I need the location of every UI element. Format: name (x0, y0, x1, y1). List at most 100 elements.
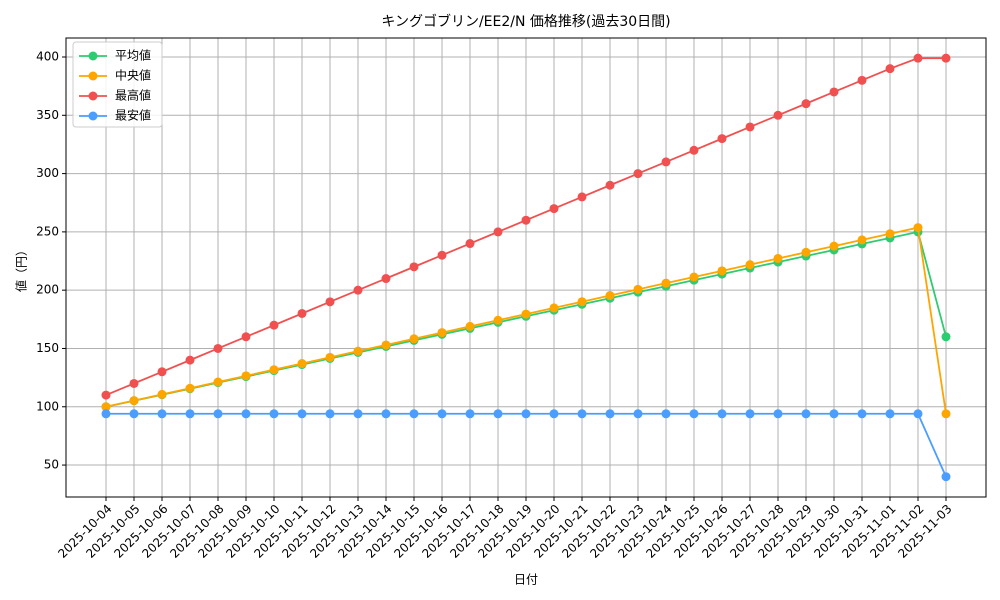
data-point (801, 409, 811, 419)
data-point (325, 352, 335, 362)
data-point (885, 229, 895, 239)
data-point (269, 320, 279, 330)
data-point (325, 297, 335, 307)
data-point (129, 378, 139, 388)
data-point (521, 409, 531, 419)
data-point (521, 215, 531, 225)
plot-frame (65, 37, 987, 498)
y-tick-label: 200 (36, 283, 59, 297)
data-point (913, 53, 923, 63)
data-point (101, 390, 111, 400)
data-point (829, 87, 839, 97)
data-point (213, 409, 223, 419)
data-point (857, 235, 867, 245)
legend-label: 平均値 (115, 48, 151, 63)
data-point (297, 308, 307, 318)
data-point (157, 389, 167, 399)
data-point (381, 340, 391, 350)
data-point (409, 262, 419, 272)
data-point (129, 409, 139, 419)
data-point (185, 355, 195, 365)
y-tick-label: 100 (36, 399, 59, 413)
data-point (773, 253, 783, 263)
data-point (353, 285, 363, 295)
legend-label: 最高値 (115, 88, 151, 103)
data-point (745, 409, 755, 419)
legend-label: 中央値 (115, 68, 151, 83)
data-point (773, 409, 783, 419)
y-tick-label: 400 (36, 50, 59, 64)
data-point (381, 274, 391, 284)
data-point (409, 334, 419, 344)
data-point (913, 409, 923, 419)
chart-title: キングゴブリン/EE2/N 価格推移(過去30日間) (381, 13, 670, 30)
data-point (941, 332, 951, 342)
data-point (913, 223, 923, 233)
data-point (269, 409, 279, 419)
data-point (241, 371, 251, 381)
data-point (297, 409, 307, 419)
data-point (437, 409, 447, 419)
data-point (689, 145, 699, 155)
data-point (773, 110, 783, 120)
data-point (857, 409, 867, 419)
data-point (745, 122, 755, 132)
data-point (577, 297, 587, 307)
data-point (885, 409, 895, 419)
y-tick-label: 250 (36, 224, 59, 238)
y-axis-label: 値（円） (14, 244, 29, 292)
data-point (437, 250, 447, 260)
y-tick-label: 350 (36, 108, 59, 122)
data-point (941, 53, 951, 63)
data-point (941, 472, 951, 482)
y-tick-label: 50 (44, 458, 59, 472)
data-point (185, 383, 195, 393)
data-point (857, 75, 867, 85)
data-point (829, 241, 839, 251)
data-point (465, 321, 475, 331)
data-point (353, 409, 363, 419)
data-point (381, 409, 391, 419)
data-point (801, 99, 811, 109)
data-point (633, 284, 643, 294)
data-point (297, 359, 307, 369)
legend-marker (88, 111, 98, 121)
data-point (465, 409, 475, 419)
data-point (801, 247, 811, 257)
data-point (549, 204, 559, 214)
data-point (241, 409, 251, 419)
data-point (717, 266, 727, 276)
data-point (661, 409, 671, 419)
data-point (689, 409, 699, 419)
data-point (101, 402, 111, 412)
data-point (409, 409, 419, 419)
data-point (269, 365, 279, 375)
data-point (745, 260, 755, 270)
data-point (325, 409, 335, 419)
legend-marker (88, 51, 98, 61)
data-point (241, 332, 251, 342)
data-point (493, 227, 503, 237)
legend-box (72, 41, 163, 128)
data-point (633, 169, 643, 179)
data-point (717, 134, 727, 144)
data-point (689, 272, 699, 282)
data-point (605, 180, 615, 190)
data-point (157, 409, 167, 419)
data-point (577, 192, 587, 202)
data-point (829, 409, 839, 419)
data-point (353, 346, 363, 356)
data-point (437, 328, 447, 338)
y-tick-label: 150 (36, 341, 59, 355)
data-point (185, 409, 195, 419)
data-point (717, 409, 727, 419)
data-point (213, 343, 223, 353)
legend-label: 最安値 (115, 108, 151, 123)
data-point (941, 409, 951, 419)
data-point (605, 409, 615, 419)
data-point (661, 278, 671, 288)
data-point (605, 291, 615, 301)
legend-marker (88, 71, 98, 81)
